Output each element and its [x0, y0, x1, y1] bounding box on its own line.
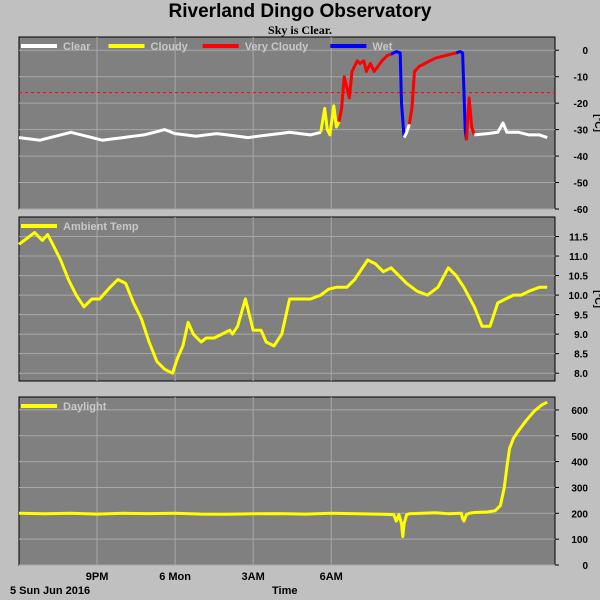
series-line — [18, 231, 548, 375]
date-label: 5 Sun Jun 2016 — [10, 585, 91, 597]
y-tick-label: 10.0 — [569, 291, 589, 302]
legend-label: Very Cloudy — [245, 41, 309, 53]
legend-label: Daylight — [63, 401, 107, 413]
x-tick-label: 6AM — [320, 571, 343, 583]
y-tick-label: 11.0 — [569, 252, 588, 263]
series-line-clear — [474, 121, 548, 140]
series-line-clear — [402, 123, 411, 139]
page-subtitle: Sky is Clear. — [268, 23, 332, 37]
y-tick-label: -60 — [574, 205, 589, 216]
daylight-panel: 0 100 200 300 400 500 600 Daylight — [18, 396, 588, 572]
y-tick-label: 300 — [571, 483, 588, 494]
y-axis-label: [°C] — [592, 290, 600, 308]
y-tick-label: 400 — [571, 458, 588, 469]
y-tick-label: -50 — [574, 179, 589, 190]
y-tick-label: -40 — [574, 152, 589, 163]
ambient-panel: 8.0 8.5 9.0 9.5 10.0 10.5 11.0 11.5 [°C] Ambient … — [18, 216, 600, 382]
y-tick-label: 9.5 — [574, 311, 588, 322]
series-line-wet — [390, 50, 406, 138]
y-tick-label: 11.5 — [569, 233, 588, 244]
page-title: Riverland Dingo Observatory — [168, 1, 432, 22]
series-line-very_cloudy — [407, 51, 457, 125]
y-tick-label: 10.5 — [569, 272, 589, 283]
series-line-cloudy — [319, 104, 341, 137]
series-line-very_cloudy — [465, 96, 476, 141]
y-axis-label: [°C] — [592, 114, 600, 132]
sky-panel: 0 -10 -20 -30 -40 -50 -60 [°C] Clear Cloudy Very C… — [18, 36, 600, 216]
series-line-wet — [455, 50, 468, 141]
plot-area — [18, 36, 556, 210]
y-tick-label: 0 — [582, 561, 588, 572]
y-tick-label: 500 — [571, 432, 588, 443]
x-axis-title: Time — [272, 585, 298, 597]
y-tick-label: 8.0 — [574, 369, 588, 380]
legend-label: Clear — [63, 41, 91, 53]
y-tick-label: -30 — [574, 126, 589, 137]
y-tick-label: 8.5 — [574, 350, 588, 361]
y-tick-label: -20 — [574, 99, 589, 110]
series-line-very_cloudy — [337, 52, 392, 122]
legend-label: Wet — [372, 41, 392, 53]
y-tick-label: 600 — [571, 406, 588, 417]
x-axis-labels: 9PM 6 Mon 3AM 6AM — [86, 571, 343, 583]
y-tick-label: 200 — [571, 509, 588, 520]
x-tick-label: 3AM — [242, 571, 265, 583]
plot-area — [18, 396, 556, 566]
y-tick-label: 100 — [571, 535, 588, 546]
series-line-clear — [18, 128, 322, 142]
legend-label: Ambient Temp — [63, 221, 139, 233]
x-tick-label: 6 Mon — [159, 571, 191, 583]
y-tick-label: 0 — [582, 46, 588, 57]
y-tick-label: 9.0 — [574, 330, 588, 341]
legend-label: Cloudy — [151, 41, 189, 53]
series-line — [18, 400, 548, 539]
y-tick-label: -10 — [574, 73, 589, 84]
x-tick-label: 9PM — [86, 571, 109, 583]
